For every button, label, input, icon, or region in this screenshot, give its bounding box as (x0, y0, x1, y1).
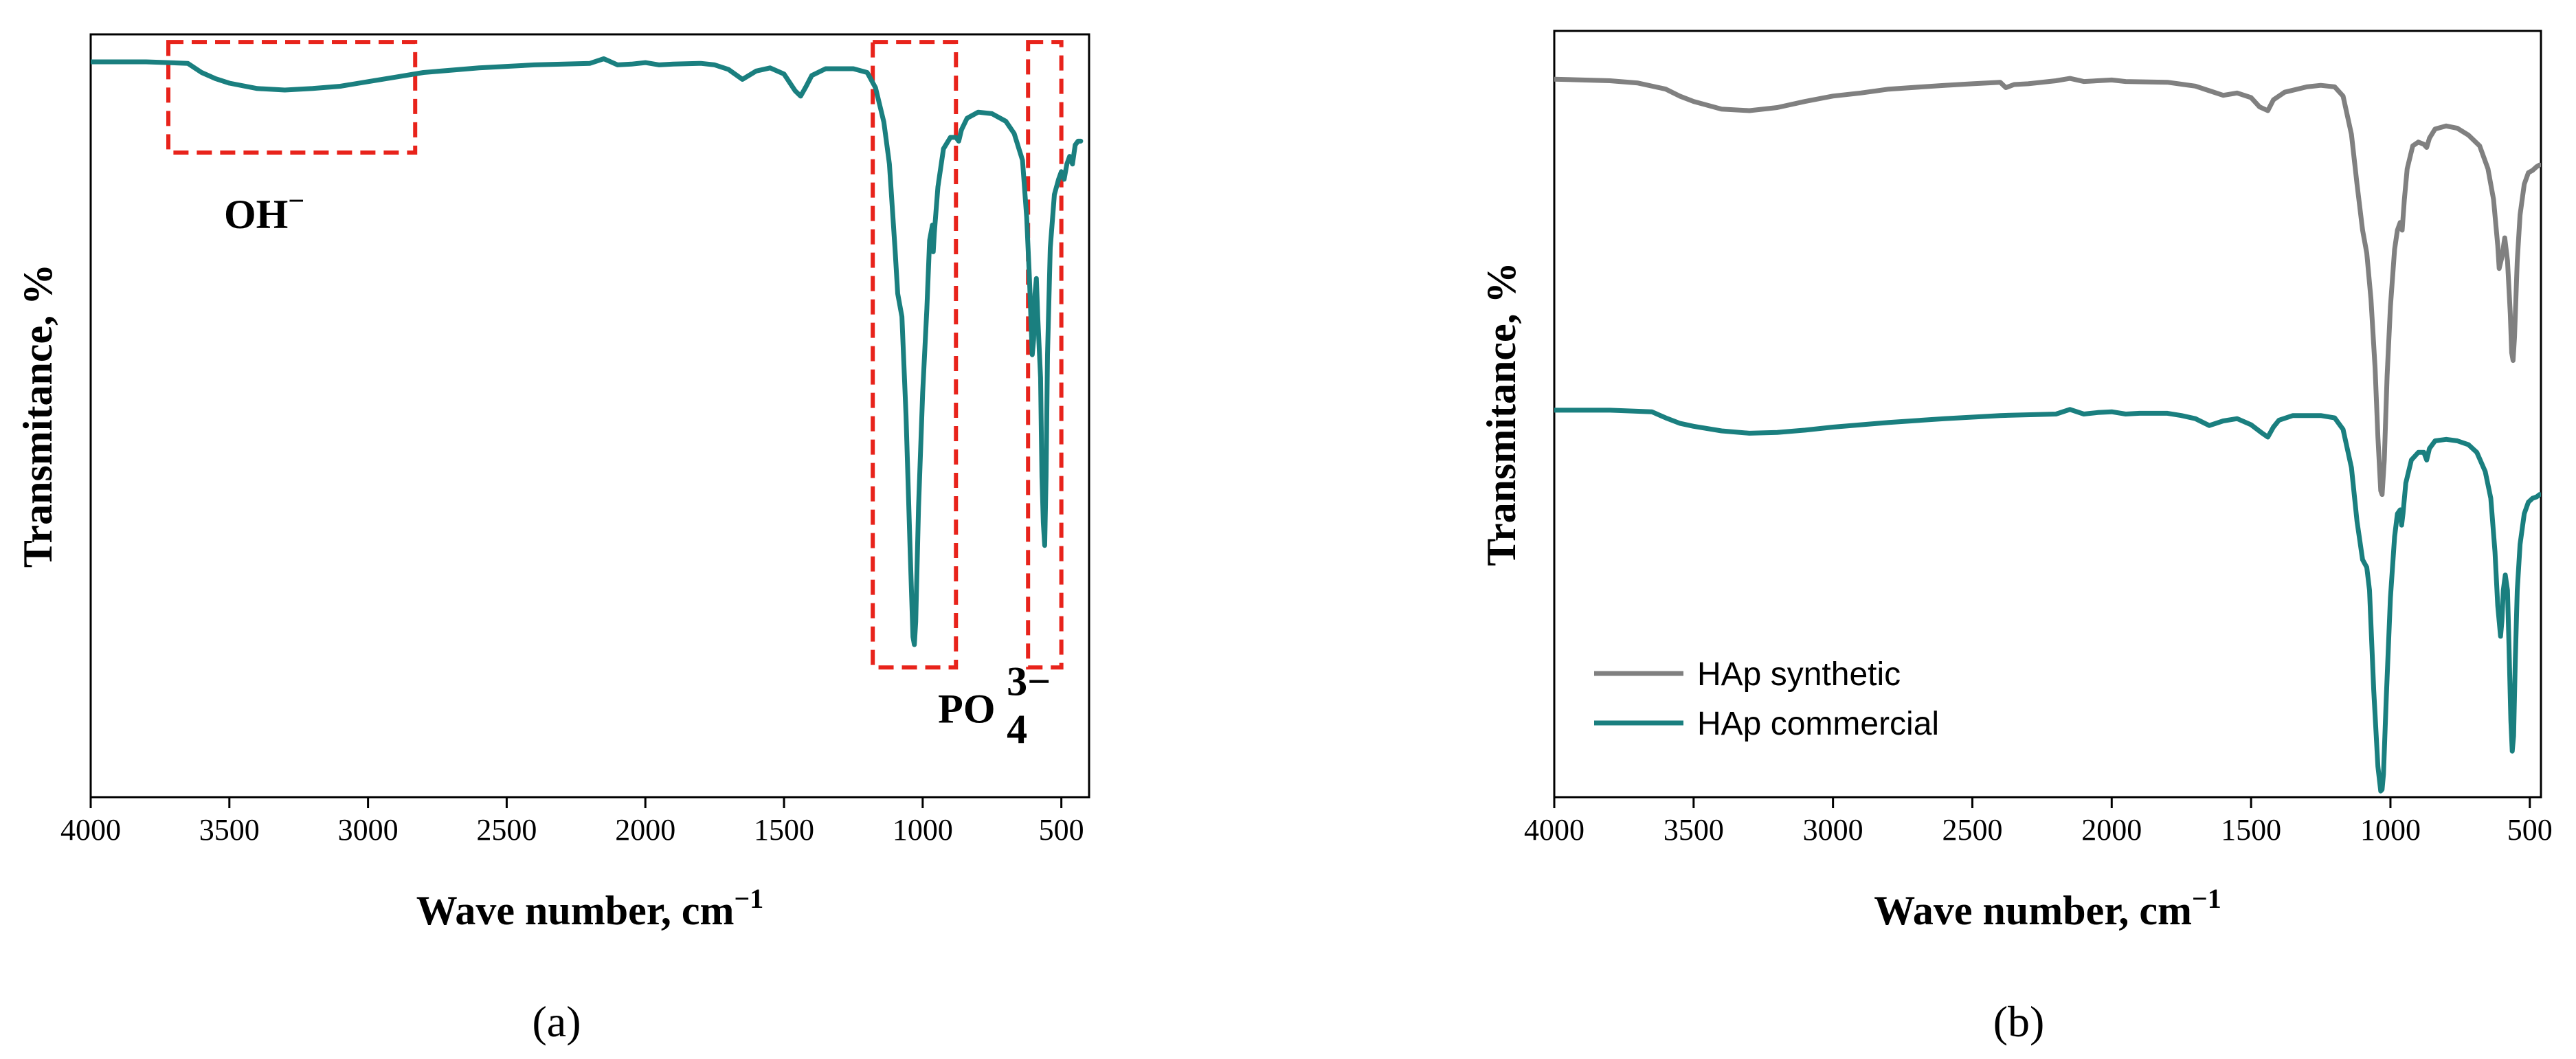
x-tick-label: 1500 (754, 813, 814, 847)
x-axis-title-sup: −1 (734, 883, 763, 914)
x-tick-label: 2500 (1942, 813, 2002, 847)
x-tick-label: 1000 (2360, 813, 2421, 847)
region-box (1026, 40, 1064, 670)
series-line-0 (91, 56, 1084, 647)
x-tick-label: 500 (2507, 813, 2553, 847)
series-line-0 (1554, 76, 2541, 498)
chart-panel-a: 4000 3500 3000 2500 2000 1500 1000 500 Wave numb… (15, 33, 1090, 1046)
annotation-phosphate-sup: 3− (1007, 658, 1051, 704)
x-tick-label: 3000 (338, 813, 399, 847)
chart-panel-b: 4000 3500 3000 2500 2000 1500 1000 500 Wave numb… (1479, 30, 2553, 1046)
annotation-phosphate: PO (938, 686, 995, 731)
region-box (166, 40, 418, 155)
x-axis-title-text: Wave number, cm (416, 888, 735, 933)
panel-label: (a) (532, 997, 581, 1046)
x-tick-label: 2000 (2081, 813, 2142, 847)
x-tick-label: 2000 (615, 813, 675, 847)
x-tick-label: 2500 (476, 813, 537, 847)
y-axis-title: Transmitance, % (1479, 262, 1524, 566)
annotation-hydroxyl: OH− (224, 186, 304, 237)
x-tick-label: 4000 (60, 813, 121, 847)
region-box (871, 40, 959, 670)
x-axis-title-sup: −1 (2192, 883, 2221, 914)
x-tick-label: 4000 (1524, 813, 1584, 847)
plot-frame (1553, 30, 2542, 799)
panel-label: (b) (1993, 997, 2045, 1046)
x-tick-label: 500 (1039, 813, 1084, 847)
annotation-phosphate-sub: 4 (1007, 706, 1027, 752)
x-axis-title: Wave number, cm−1 (1874, 883, 2221, 933)
plot-frame (89, 33, 1090, 799)
x-axis-title-text: Wave number, cm (1874, 888, 2192, 933)
y-axis-title: Transmitance, % (15, 264, 60, 568)
x-tick-label: 3500 (1664, 813, 1724, 847)
annotation-hydroxyl-text: OH (224, 192, 288, 237)
annotation-phosphate-text: PO (938, 686, 995, 731)
legend-label-0: HAp synthetic (1697, 656, 1901, 693)
annotation-hydroxyl-sup: − (288, 186, 304, 217)
series-line-1 (1554, 407, 2541, 794)
x-tick-label: 1500 (2221, 813, 2281, 847)
x-axis-title: Wave number, cm−1 (416, 883, 764, 933)
x-tick-label: 1000 (893, 813, 953, 847)
x-tick-label: 3500 (199, 813, 260, 847)
legend-label-1: HAp commercial (1697, 706, 1939, 742)
x-tick-label: 3000 (1803, 813, 1863, 847)
